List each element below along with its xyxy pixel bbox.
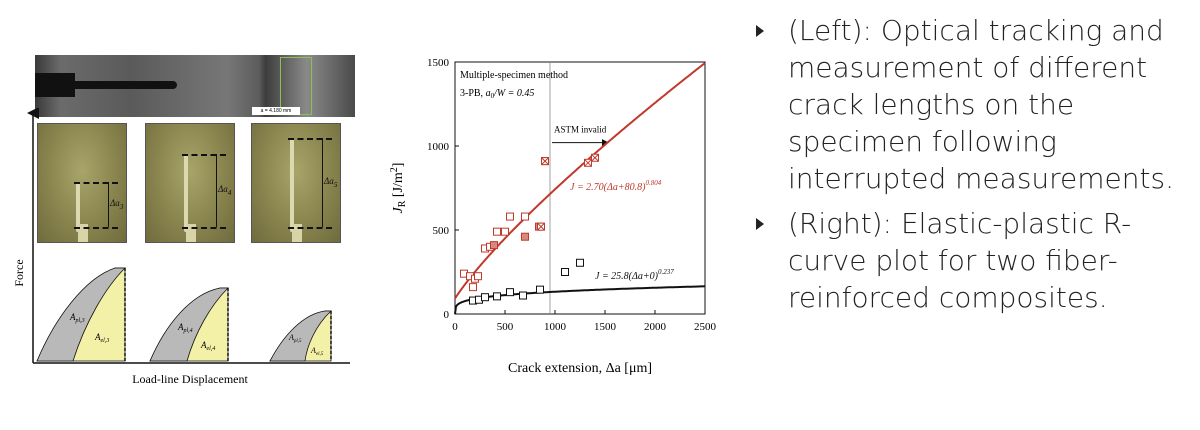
x-tick-label: 1000 bbox=[544, 321, 567, 333]
data-point-open bbox=[469, 283, 477, 292]
astm-invalid-annotation: ASTM invalid bbox=[552, 125, 609, 147]
data-point-open bbox=[561, 268, 569, 276]
data-point-open bbox=[493, 292, 501, 301]
chart-title-line-1: Multiple-specimen method bbox=[460, 70, 568, 81]
x-tick-label: 0 bbox=[452, 321, 458, 333]
data-point-filled bbox=[521, 232, 529, 241]
micrograph-scale-label: a = 4.180 mm bbox=[252, 107, 300, 115]
data-point-open bbox=[521, 212, 529, 221]
y-axis-label: JR [J/m2] bbox=[389, 163, 408, 214]
triangle-bullet-icon bbox=[756, 25, 764, 37]
r-curve-chart: 0 500 1000 1500 0 500 1000 1500 2000 2500 ASTM i… bbox=[380, 40, 725, 390]
crack-photo-4: Δa4 bbox=[145, 123, 235, 243]
fit-curve-series-2 bbox=[454, 285, 705, 315]
plot-frame bbox=[454, 61, 706, 315]
notch bbox=[57, 81, 177, 89]
bullet-left: (Left): Optical tracking and measurement… bbox=[750, 12, 1190, 197]
r-curve-plot: 0 500 1000 1500 0 500 1000 1500 2000 2500 ASTM i… bbox=[389, 57, 717, 376]
bullet-list: (Left): Optical tracking and measurement… bbox=[750, 12, 1190, 324]
chart-title-line-2: 3-PB, a0/W = 0.45 bbox=[460, 88, 534, 100]
x-tick-label: 1500 bbox=[594, 321, 617, 333]
delta-a-label: Δa3 bbox=[110, 198, 124, 211]
elastic-area-label: Ael,3 bbox=[94, 332, 109, 344]
data-point-crossed bbox=[591, 153, 599, 162]
bullet-left-text: (Left): Optical tracking and measurement… bbox=[788, 14, 1174, 195]
left-figure: a = 4.180 mm Δa3 Δa4 Δa5 Force Load- bbox=[15, 48, 355, 388]
data-point-open bbox=[576, 258, 584, 267]
data-point-open bbox=[506, 212, 514, 221]
load-curve-4: Apl,4 Ael,4 bbox=[149, 287, 229, 362]
bullet-right-text: (Right): Elastic-plastic R-curve plot fo… bbox=[788, 207, 1132, 314]
y-axis-ticks: 0 500 1000 1500 bbox=[427, 57, 459, 321]
data-point-open bbox=[506, 288, 514, 297]
delta-a-label: Δa5 bbox=[324, 176, 338, 189]
elastic-area-label: Ael,4 bbox=[200, 340, 215, 352]
x-tick-label: 2500 bbox=[694, 321, 717, 333]
crack-photo-3: Δa3 bbox=[37, 123, 127, 243]
data-point-open bbox=[536, 285, 544, 294]
plastic-area-label: Apl,5 bbox=[288, 333, 302, 344]
data-point-open bbox=[501, 227, 509, 236]
data-point-crossed bbox=[541, 157, 549, 166]
y-tick-label: 1500 bbox=[427, 57, 450, 69]
crack-photo-5: Δa5 bbox=[251, 123, 341, 243]
elastic-area-label: Ael,5 bbox=[310, 346, 324, 357]
load-curve-3: Apl,3 Ael,3 bbox=[36, 267, 126, 362]
triangle-bullet-icon bbox=[756, 218, 764, 230]
load-curve-5: Apl,5 Ael,5 bbox=[269, 310, 333, 362]
data-point-open bbox=[519, 291, 527, 300]
data-point-open bbox=[493, 227, 501, 236]
data-point-open bbox=[481, 293, 489, 302]
y-tick-label: 1000 bbox=[427, 141, 450, 153]
data-point-crossed bbox=[537, 222, 545, 231]
force-axis-label: Force bbox=[15, 259, 26, 286]
data-point-crossed bbox=[584, 158, 592, 167]
data-point-open bbox=[474, 272, 482, 281]
bullet-right: (Right): Elastic-plastic R-curve plot fo… bbox=[750, 205, 1190, 316]
x-axis-ticks: 0 500 1000 1500 2000 2500 bbox=[452, 310, 717, 333]
displacement-axis-label: Load-line Displacement bbox=[132, 372, 248, 386]
crack-micrograph: a = 4.180 mm bbox=[35, 55, 355, 117]
x-tick-label: 2000 bbox=[644, 321, 667, 333]
equation-series-1: J = 2.70(Δa+80.8)0.804 bbox=[570, 179, 662, 193]
plastic-area-label: Apl,3 bbox=[69, 312, 85, 324]
y-tick-label: 500 bbox=[433, 225, 450, 237]
force-displacement-diagram: Force Load-line Displacement Apl,3 Ael,3… bbox=[15, 108, 350, 386]
equation-series-2: J = 25.8(Δa+0)0.237 bbox=[595, 268, 674, 282]
delta-a-label: Δa4 bbox=[218, 184, 232, 197]
y-tick-label: 0 bbox=[444, 309, 450, 321]
data-point-filled bbox=[490, 241, 498, 250]
x-tick-label: 500 bbox=[497, 321, 514, 333]
x-axis-label: Crack extension, Δa [μm] bbox=[508, 361, 652, 376]
astm-invalid-label: ASTM invalid bbox=[554, 125, 607, 135]
data-points bbox=[460, 153, 599, 305]
plastic-area-label: Apl,4 bbox=[177, 322, 193, 334]
